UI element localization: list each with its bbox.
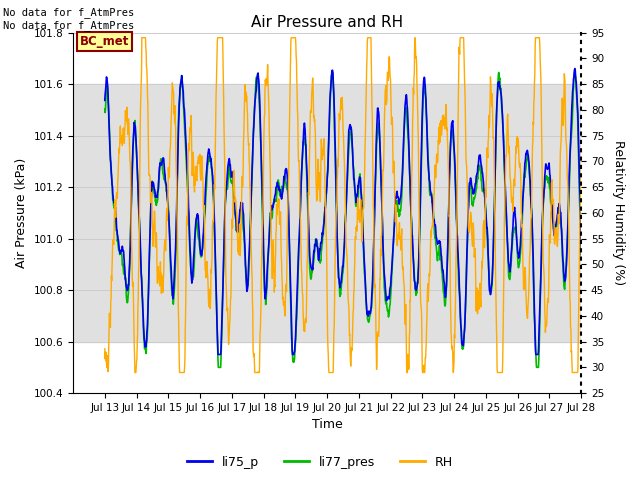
Legend: li75_p, li77_pres, RH: li75_p, li77_pres, RH: [182, 451, 458, 474]
Text: BC_met: BC_met: [80, 36, 129, 48]
Y-axis label: Air Pressure (kPa): Air Pressure (kPa): [15, 158, 28, 268]
Bar: [73, 84, 581, 342]
Title: Air Pressure and RH: Air Pressure and RH: [251, 15, 403, 30]
X-axis label: Time: Time: [312, 419, 342, 432]
Text: No data for f_AtmPres
No data for f_AtmPres: No data for f_AtmPres No data for f_AtmP…: [3, 7, 134, 31]
Y-axis label: Relativity Humidity (%): Relativity Humidity (%): [612, 140, 625, 286]
